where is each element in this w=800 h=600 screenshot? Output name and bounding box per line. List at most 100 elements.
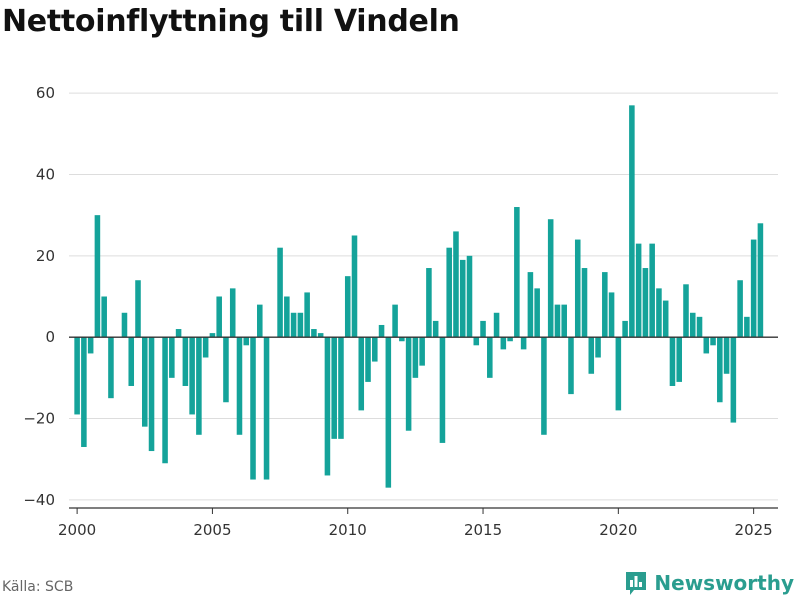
y-tick-label: −40 <box>23 491 55 509</box>
bar <box>710 337 716 346</box>
bar <box>541 337 547 435</box>
bar <box>439 337 446 443</box>
bar <box>642 268 649 338</box>
bar <box>493 312 500 338</box>
bar <box>412 337 419 378</box>
bar-chart: 60 40 20 0 −20 −40 2000 2005 2010 2015 2020 2025 <box>23 84 778 539</box>
bar <box>297 312 304 338</box>
bar <box>507 337 513 342</box>
brand-name: Newsworthy <box>654 571 794 595</box>
bar <box>351 235 358 338</box>
bar <box>750 239 757 338</box>
bar <box>243 337 250 346</box>
bar <box>290 312 297 338</box>
bar <box>480 320 486 338</box>
chart-title: Nettoinflyttning till Vindeln <box>2 4 460 39</box>
bar <box>405 337 412 431</box>
gridlines <box>69 92 778 501</box>
bar <box>263 337 270 480</box>
bar <box>135 280 141 338</box>
y-tick-label: −20 <box>23 410 55 428</box>
bar <box>304 292 310 338</box>
bar <box>446 247 452 338</box>
bar <box>331 337 337 439</box>
bar <box>744 316 750 338</box>
bar <box>202 337 209 358</box>
x-tick-labels: 2000 2005 2010 2015 2020 2025 <box>58 521 773 539</box>
bar <box>317 333 324 338</box>
bar <box>520 337 527 350</box>
newsworthy-logo: Newsworthy <box>624 570 794 596</box>
x-tick-label: 2025 <box>735 521 773 539</box>
bar <box>169 337 175 378</box>
bar <box>257 304 263 338</box>
bar <box>284 296 290 338</box>
bar <box>189 337 195 415</box>
x-tick-label: 2015 <box>464 521 502 539</box>
bar <box>108 337 114 399</box>
bar <box>419 337 425 366</box>
bar <box>737 280 743 338</box>
bar <box>94 215 101 338</box>
bar <box>656 288 662 338</box>
bar <box>514 207 520 338</box>
bar <box>87 337 94 354</box>
bar <box>561 304 567 338</box>
bar <box>338 337 344 439</box>
bar <box>689 312 696 338</box>
bar <box>703 337 710 354</box>
bar <box>128 337 135 386</box>
bar <box>216 296 222 338</box>
bar <box>534 288 540 338</box>
bar <box>649 243 655 338</box>
bar <box>399 337 405 342</box>
bar <box>324 337 331 476</box>
bar <box>344 276 351 338</box>
bar <box>554 304 561 338</box>
bar <box>683 284 689 338</box>
bar <box>602 272 608 338</box>
bar <box>622 320 628 338</box>
bar <box>453 231 459 338</box>
bar <box>432 320 439 338</box>
bar <box>568 337 574 395</box>
bar <box>500 337 507 350</box>
y-tick-label: 40 <box>36 165 55 183</box>
bar <box>581 268 588 338</box>
bar <box>662 300 669 338</box>
bar <box>162 337 168 464</box>
bar <box>182 337 189 386</box>
bar <box>385 337 392 488</box>
bar <box>615 337 622 411</box>
source-note: Källa: SCB <box>2 579 74 595</box>
bar <box>466 255 473 338</box>
bar <box>487 337 493 378</box>
bar <box>101 296 107 338</box>
bar <box>250 337 256 480</box>
bar <box>669 337 676 386</box>
bar <box>392 304 398 338</box>
x-tick-label: 2005 <box>193 521 231 539</box>
y-tick-label: 20 <box>36 247 55 265</box>
bar <box>676 337 682 382</box>
bar <box>527 272 534 338</box>
bar <box>595 337 601 358</box>
bar <box>717 337 723 403</box>
y-tick-label: 0 <box>45 328 55 346</box>
bar <box>196 337 202 435</box>
x-tick-label: 2010 <box>329 521 367 539</box>
bar <box>74 337 80 415</box>
x-tick-label: 2000 <box>58 521 96 539</box>
bar <box>723 337 730 374</box>
bar-chart-icon <box>626 572 647 595</box>
bar <box>547 219 554 338</box>
bar <box>426 268 432 338</box>
x-tick-label: 2020 <box>599 521 637 539</box>
y-tick-label: 60 <box>36 84 55 102</box>
bars <box>74 105 764 488</box>
bar <box>148 337 155 452</box>
bar <box>209 333 216 338</box>
bar <box>730 337 737 423</box>
bar <box>459 259 466 338</box>
bar <box>629 105 635 338</box>
